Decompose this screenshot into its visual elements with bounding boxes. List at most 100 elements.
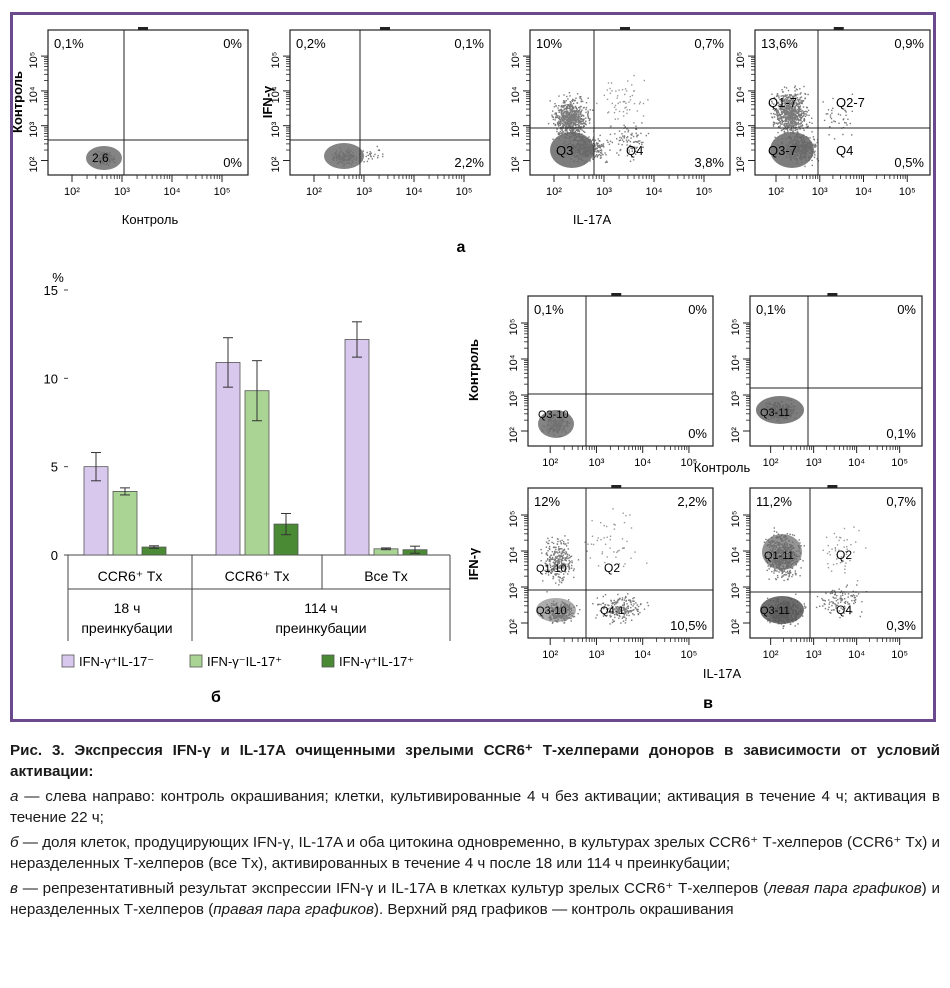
panel-a-gate-label-3-3: Q4: [836, 143, 853, 158]
panel-v-ytick-2-0: 10²: [508, 619, 520, 635]
panel-a-quadrant-ur-3: 0,9%: [894, 36, 924, 51]
panel-v-ytick-1-1: 10³: [730, 391, 742, 407]
panel-a-xtick-0-0: 10²: [64, 186, 80, 198]
figure-frame: [10, 12, 936, 722]
panel-a-gate-label-3-2: Q3-7: [768, 143, 797, 158]
caption-v-letter: в: [10, 880, 18, 897]
panel-v-scatter-3: [760, 526, 868, 629]
panel-a-ytick-3-0: 10²: [735, 156, 747, 172]
panel-a-plot-0: 10² 10³ 10⁴ 10⁵ 10² 10³ 10⁴ 10⁵ 0,1% 0% 0% 2,6: [28, 27, 249, 198]
panel-a-ytick-1-2: 10⁴: [270, 86, 282, 103]
panel-a-xtick-2-1: 10³: [596, 186, 612, 198]
panel-a-quadrant-ul-3: 13,6%: [761, 36, 798, 51]
panel-v-gate-label-3-2: Q3-11: [760, 605, 790, 617]
panel-a-xtick-2-2: 10⁴: [646, 186, 663, 198]
panel-a-scatter-2: [547, 74, 650, 168]
panel-v-ytick-3-1: 10³: [730, 583, 742, 599]
panel-v-plot-1: 10² 10³ 10⁴ 10⁵ 10² 10³ 10⁴ 10⁵ 0,1% 0% 0,1% Q3-11: [730, 293, 923, 469]
legend-swatch-0: [61, 654, 75, 668]
panel-v-ytick-2-2: 10⁴: [508, 546, 520, 563]
panel-v-gate-label-0-0: Q3-10: [538, 409, 569, 421]
panel-a-xtick-2-0: 10²: [546, 186, 562, 198]
panel-v-xtick-0-2: 10⁴: [634, 457, 651, 469]
bar-chart-ytick-3: 15: [44, 283, 58, 298]
bar-1-0: [112, 490, 138, 556]
bar-chart-ytick-0: 0: [51, 548, 58, 563]
panel-v-plot-3: 10² 10³ 10⁴ 10⁵ 10² 10³ 10⁴ 10⁵ 11,2% 0,7% 0,3% Q1-…: [730, 485, 923, 661]
panel-v-ylabel-ifn: IFN-γ: [466, 547, 481, 580]
bar-0-0: [83, 466, 109, 556]
panel-v-ytick-3-0: 10²: [730, 619, 742, 635]
panel-v-quadrant-ur-1: 0%: [897, 302, 916, 317]
panel-v-quadrant-lr-0: 0%: [688, 426, 707, 441]
panel-a-gate-label-2-1: Q4: [626, 143, 643, 158]
panel-v-quadrant-lr-3: 0,3%: [886, 618, 916, 633]
panel-a-ytick-2-3: 10⁵: [510, 52, 522, 69]
panel-v-xtick-0-1: 10³: [588, 457, 604, 469]
panel-a-ytick-0-1: 10³: [28, 121, 40, 137]
panel-a-ytick-0-0: 10²: [28, 156, 40, 172]
bar-0-1: [215, 362, 241, 556]
panel-a-letter: а: [457, 239, 466, 256]
panel-v-gate-label-2-0: Q1-10: [536, 563, 567, 575]
bar-chart-ytick-1: 5: [51, 460, 58, 475]
panel-a-xtick-0-2: 10⁴: [164, 186, 181, 198]
caption-b-letter: б: [10, 834, 19, 851]
panel-a-ylabel-control: Контроль: [10, 71, 25, 133]
figure-caption: Рис. 3. Экспрессия IFN-γ и IL-17A очищен…: [10, 740, 940, 924]
panel-v-ytick-0-2: 10⁴: [508, 354, 520, 371]
bar-chart-category-label-0: CCR6⁺ Tx: [98, 568, 163, 584]
caption-b-text: — доля клеток, продуцирующих IFN-γ, IL-1…: [10, 834, 940, 872]
panel-a-ytick-3-1: 10³: [735, 121, 747, 137]
panel-a-quadrant-lr-2: 3,8%: [694, 155, 724, 170]
panel-a-quadrant-lr-3: 0,5%: [894, 155, 924, 170]
panel-v-quadrant-lr-2: 10,5%: [670, 618, 707, 633]
legend-swatch-2: [321, 654, 335, 668]
panel-v-ytick-1-3: 10⁵: [730, 319, 742, 336]
panel-b-bar-chart: 0 5 10 15 CCR6⁺ Tx CCR6⁺ Tx Все Tx 18 ч преинкуб…: [44, 283, 451, 669]
panel-a-ytick-1-1: 10³: [270, 121, 282, 137]
caption-b: б — доля клеток, продуцирующих IFN-γ, IL…: [10, 832, 940, 874]
panel-v-ytick-0-0: 10²: [508, 427, 520, 443]
panel-a-plot-frame-1: [289, 29, 491, 176]
panel-v-plot-2: 10² 10³ 10⁴ 10⁵ 10² 10³ 10⁴ 10⁵ 12% 2,2% 10,5% Q1-1…: [508, 485, 714, 661]
panel-v-quadrant-ul-1: 0,1%: [756, 302, 786, 317]
panel-v-xtick-3-3: 10⁵: [891, 649, 908, 661]
panel-v-ytick-3-2: 10⁴: [730, 546, 742, 563]
bar-chart-category-label-2: Все Tx: [364, 568, 408, 584]
panel-a-xtick-0-3: 10⁵: [214, 186, 231, 198]
panel-v-xtick-1-1: 10³: [806, 457, 822, 469]
panel-v-xtick-1-0: 10²: [763, 457, 779, 469]
panel-v-xtick-1-2: 10⁴: [848, 457, 865, 469]
panel-v-xtick-2-2: 10⁴: [634, 649, 651, 661]
panel-a-gate-label-3-1: Q2-7: [836, 95, 865, 110]
panel-a-plot-1: 10² 10³ 10⁴ 10⁵ 10² 10³ 10⁴ 10⁵ 0,2% 0,1% 2,2%: [270, 27, 491, 198]
bar-chart-ytick-2: 10: [44, 371, 58, 386]
panel-v-quadrant-ul-3: 11,2%: [756, 494, 792, 509]
caption-v-text-2: ) и неразделенных Т-хелперов (: [10, 880, 940, 918]
panel-a-ytick-1-0: 10²: [270, 156, 282, 172]
panel-v-gate-label-1-0: Q3-11: [760, 407, 790, 419]
caption-v-italic-1: левая пара графиков: [768, 880, 922, 897]
panel-a-plot-2: 10² 10³ 10⁴ 10⁵ 10² 10³ 10⁴ 10⁵ 10% 0,7% 3,8% Q3 Q4: [510, 27, 731, 198]
panel-a-xlabel-control: Контроль: [122, 212, 179, 227]
panel-v-ytick-1-2: 10⁴: [730, 354, 742, 371]
bar-chart-time-label-1-line1: 114 ч: [304, 600, 338, 616]
panel-a-gate-label-2-0: Q3: [556, 143, 573, 158]
panel-v-ytick-2-3: 10⁵: [508, 511, 520, 528]
panel-v-xtick-1-3: 10⁵: [891, 457, 908, 469]
panel-v-ytick-0-1: 10³: [508, 391, 520, 407]
legend-label-2: IFN-γ⁺IL-17⁺: [339, 654, 414, 669]
panel-v-xtick-0-3: 10⁵: [681, 457, 698, 469]
panel-a-plot-frame-0: [47, 29, 249, 176]
panel-a-xtick-2-3: 10⁵: [696, 186, 713, 198]
panel-v-quadrant-lr-1: 0,1%: [886, 426, 916, 441]
caption-v-text-1: — репрезентативный результат экспрессии …: [17, 880, 769, 897]
caption-v-text-3: ). Верхний ряд графиков — контроль окраш…: [373, 901, 734, 918]
panel-v-ytick-1-0: 10²: [730, 427, 742, 443]
panel-v-xlabel-il17: IL-17A: [703, 666, 742, 681]
bar-chart-category-label-1: CCR6⁺ Tx: [225, 568, 290, 584]
panel-a-ytick-0-2: 10⁴: [28, 86, 40, 103]
panel-a-xtick-3-3: 10⁵: [899, 186, 916, 198]
panel-v-quadrant-ul-0: 0,1%: [534, 302, 564, 317]
